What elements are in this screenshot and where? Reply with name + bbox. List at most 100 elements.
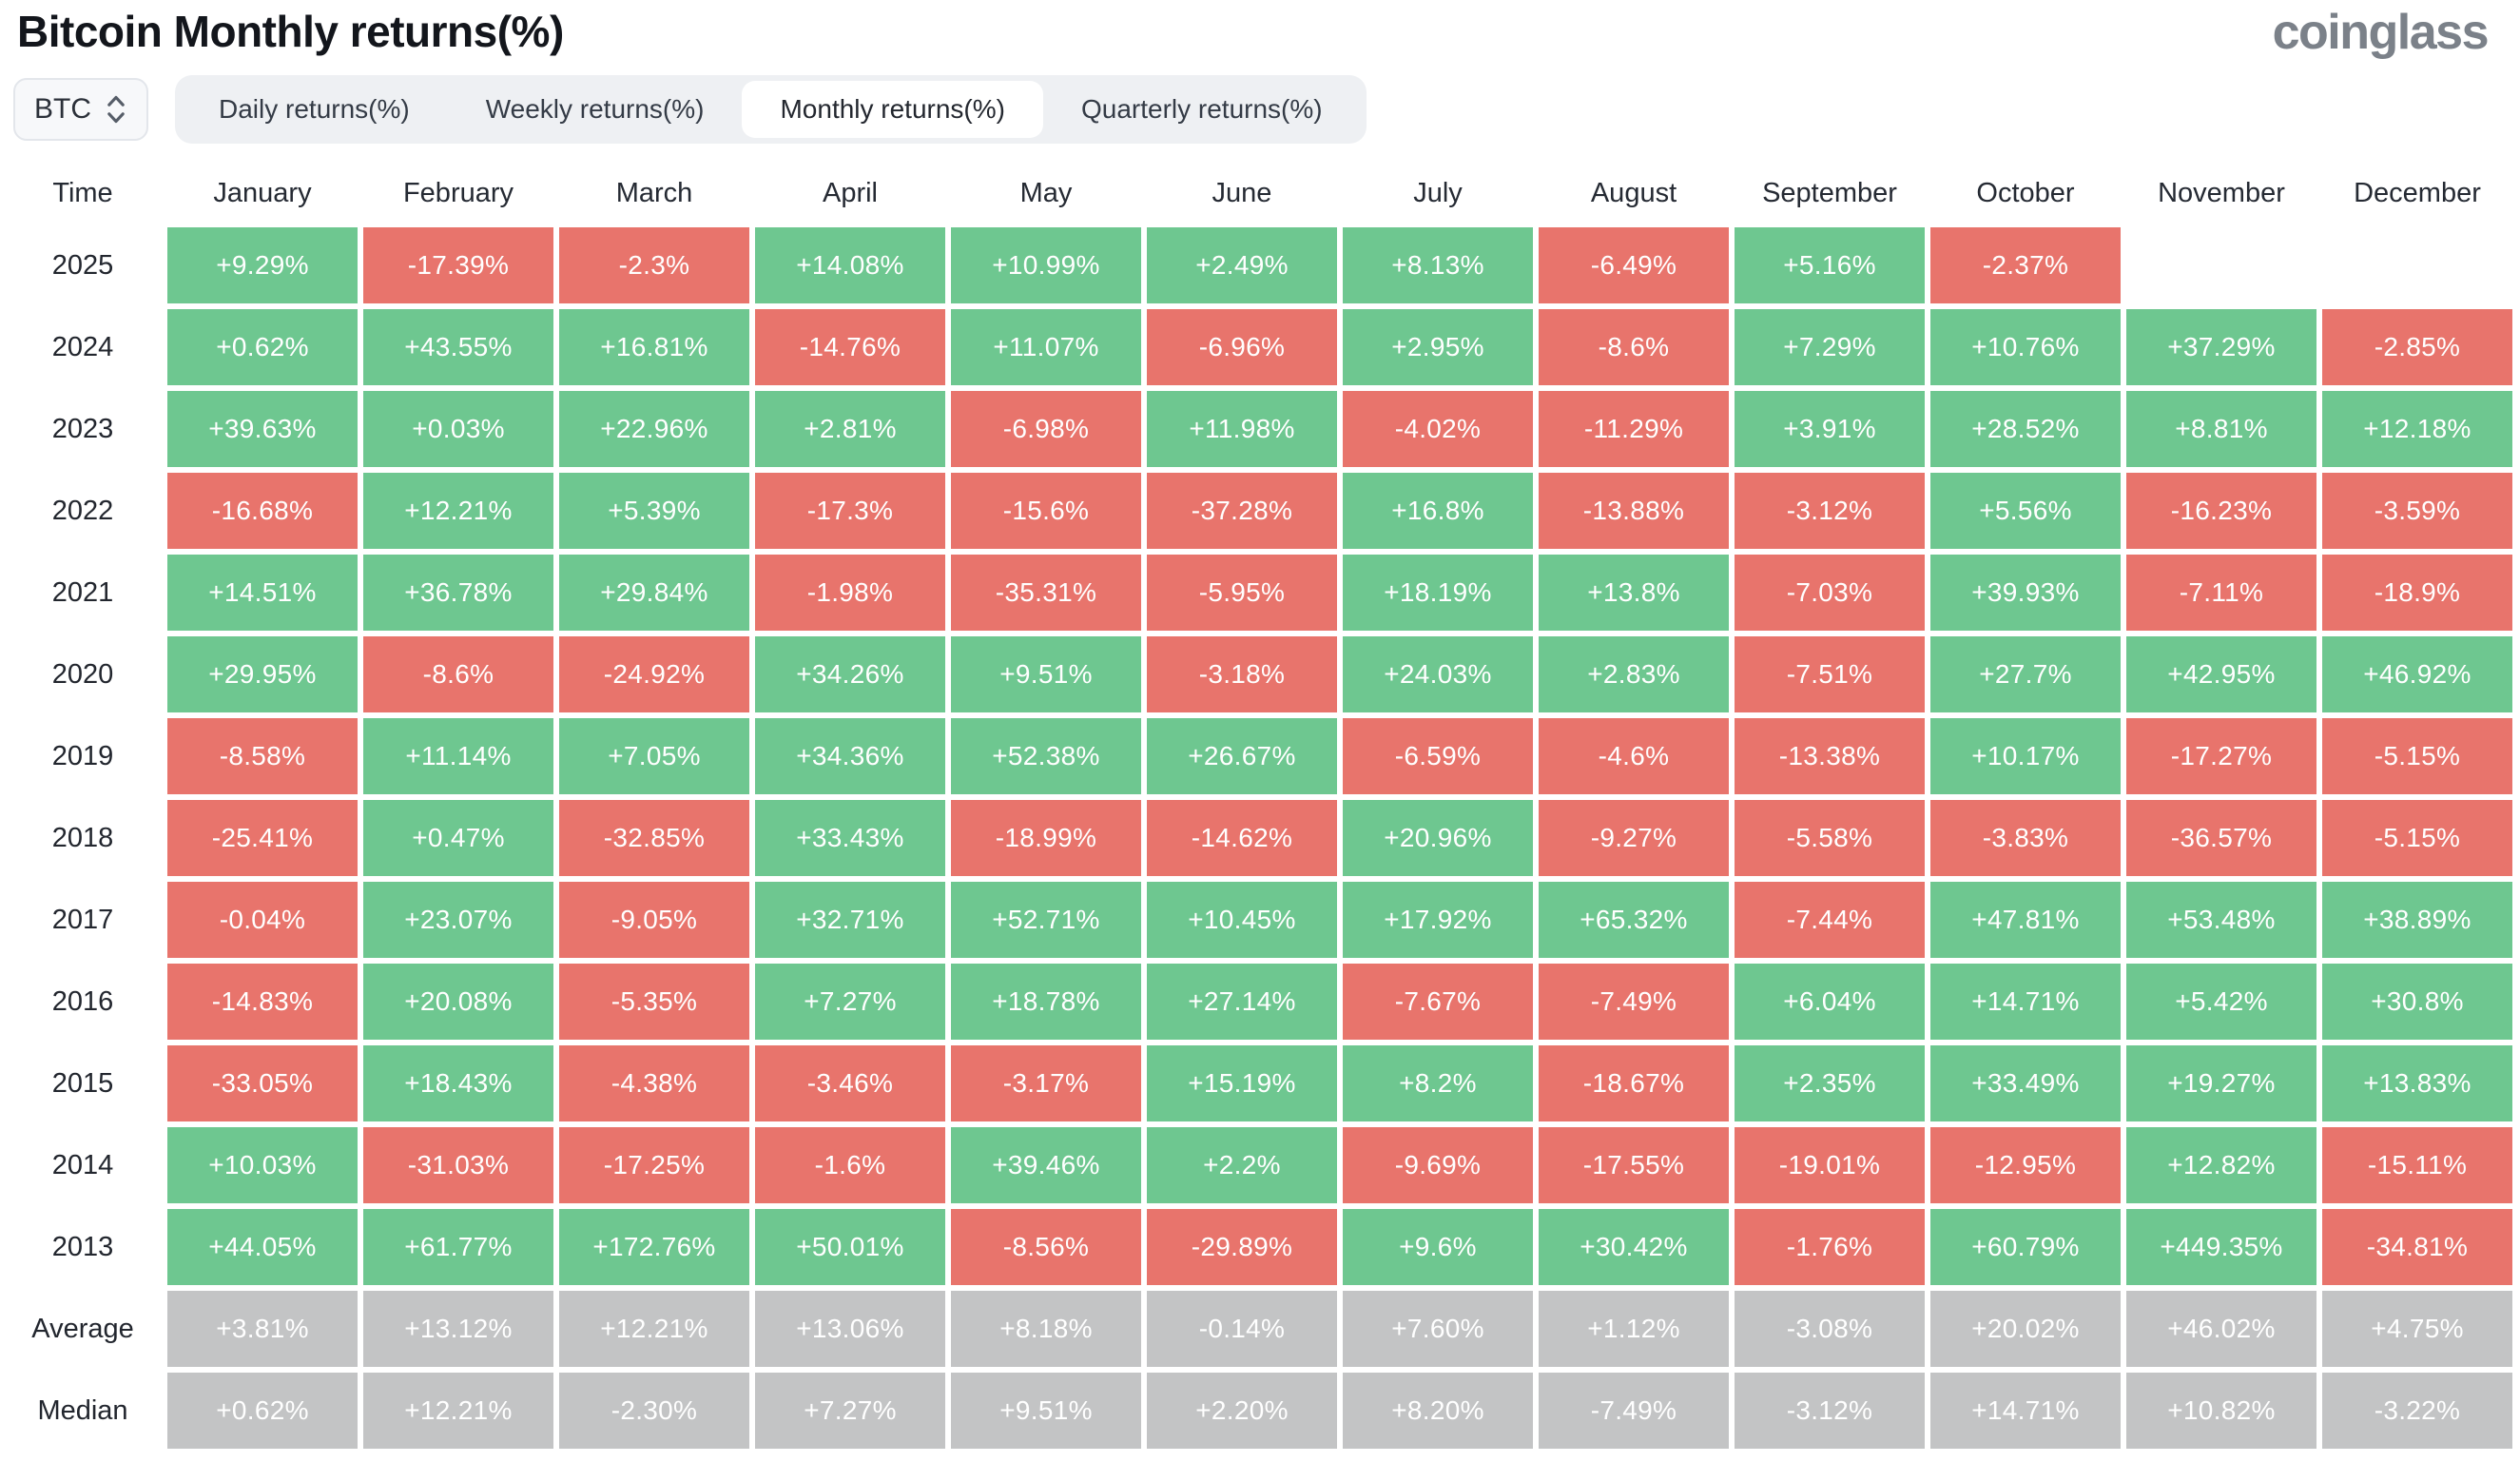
return-cell: -13.88% xyxy=(1539,473,1729,550)
return-cell: +12.82% xyxy=(2126,1127,2316,1204)
row-label: 2018 xyxy=(51,822,114,853)
return-cell: -0.14% xyxy=(1147,1291,1337,1368)
return-cell: -8.58% xyxy=(167,718,358,795)
return-cell: +9.51% xyxy=(951,636,1141,713)
row-label: Median xyxy=(37,1394,128,1426)
month-column-header: August xyxy=(1590,177,1677,208)
return-cell: -2.85% xyxy=(2322,309,2512,386)
return-cell: +22.96% xyxy=(559,391,749,468)
return-cell: +7.29% xyxy=(1735,309,1925,386)
return-cell: -9.27% xyxy=(1539,800,1729,877)
return-cell: +23.07% xyxy=(363,882,553,959)
return-cell: -7.49% xyxy=(1539,964,1729,1041)
return-cell: -6.98% xyxy=(951,391,1141,468)
return-cell: +27.14% xyxy=(1147,964,1337,1041)
page-title: Bitcoin Monthly returns(%) xyxy=(17,7,564,56)
return-cell: -12.95% xyxy=(1930,1127,2121,1204)
return-cell: +5.39% xyxy=(559,473,749,550)
return-cell: +15.19% xyxy=(1147,1045,1337,1122)
row-label: 2021 xyxy=(51,576,114,608)
return-cell: +34.26% xyxy=(755,636,945,713)
return-cell: -1.76% xyxy=(1735,1209,1925,1286)
return-cell: +8.13% xyxy=(1343,227,1533,304)
return-cell: +10.99% xyxy=(951,227,1141,304)
return-cell: -5.15% xyxy=(2322,800,2512,877)
return-cell: -35.31% xyxy=(951,555,1141,632)
return-cell: +46.92% xyxy=(2322,636,2512,713)
month-column-header: January xyxy=(213,177,312,208)
return-cell: +30.8% xyxy=(2322,964,2512,1041)
return-cell: -17.55% xyxy=(1539,1127,1729,1204)
return-cell: +7.05% xyxy=(559,718,749,795)
return-cell: +449.35% xyxy=(2126,1209,2316,1286)
return-cell: -6.59% xyxy=(1343,718,1533,795)
period-tab-group: Daily returns(%) Weekly returns(%) Monthly… xyxy=(175,75,1367,145)
return-cell: -8.56% xyxy=(951,1209,1141,1286)
return-cell: -11.29% xyxy=(1539,391,1729,468)
return-cell: +0.47% xyxy=(363,800,553,877)
tab-monthly-returns[interactable]: Monthly returns(%) xyxy=(742,81,1043,139)
return-cell: -17.27% xyxy=(2126,718,2316,795)
return-cell: -6.49% xyxy=(1539,227,1729,304)
return-cell: +6.04% xyxy=(1735,964,1925,1041)
return-cell: +172.76% xyxy=(559,1209,749,1286)
return-cell: +13.12% xyxy=(363,1291,553,1368)
month-column-header: October xyxy=(1976,177,2075,208)
tab-daily-returns[interactable]: Daily returns(%) xyxy=(181,81,448,138)
return-cell: +20.96% xyxy=(1343,800,1533,877)
month-column-header: November xyxy=(2158,177,2285,208)
row-label: 2024 xyxy=(51,331,114,362)
return-cell: +7.60% xyxy=(1343,1291,1533,1368)
return-cell: +14.71% xyxy=(1930,964,2121,1041)
return-cell: +10.17% xyxy=(1930,718,2121,795)
return-cell: +16.81% xyxy=(559,309,749,386)
return-cell: +52.71% xyxy=(951,882,1141,959)
return-cell: +13.06% xyxy=(755,1291,945,1368)
return-cell: +2.83% xyxy=(1539,636,1729,713)
return-cell: +39.46% xyxy=(951,1127,1141,1204)
return-cell: +18.19% xyxy=(1343,555,1533,632)
row-label: 2025 xyxy=(51,249,114,281)
tab-weekly-returns[interactable]: Weekly returns(%) xyxy=(448,81,743,138)
return-cell: +27.7% xyxy=(1930,636,2121,713)
return-cell: +30.42% xyxy=(1539,1209,1729,1286)
row-label: 2019 xyxy=(51,740,114,771)
return-cell: +33.43% xyxy=(755,800,945,877)
return-cell: +9.6% xyxy=(1343,1209,1533,1286)
row-label: 2022 xyxy=(51,495,114,526)
return-cell: +47.81% xyxy=(1930,882,2121,959)
return-cell: +65.32% xyxy=(1539,882,1729,959)
return-cell: +33.49% xyxy=(1930,1045,2121,1122)
return-cell: +20.02% xyxy=(1930,1291,2121,1368)
return-cell: +12.21% xyxy=(363,473,553,550)
return-cell: -16.68% xyxy=(167,473,358,550)
return-cell: +28.52% xyxy=(1930,391,2121,468)
return-cell: +50.01% xyxy=(755,1209,945,1286)
return-cell: -19.01% xyxy=(1735,1127,1925,1204)
return-cell: -3.12% xyxy=(1735,1373,1925,1450)
row-label: 2023 xyxy=(51,413,114,444)
return-cell: -4.02% xyxy=(1343,391,1533,468)
return-cell: -25.41% xyxy=(167,800,358,877)
return-cell: +14.71% xyxy=(1930,1373,2121,1450)
return-cell: +14.51% xyxy=(167,555,358,632)
return-cell: +5.16% xyxy=(1735,227,1925,304)
return-cell: -7.51% xyxy=(1735,636,1925,713)
return-cell: +5.56% xyxy=(1930,473,2121,550)
coin-selector[interactable]: BTC xyxy=(13,78,148,142)
return-cell: +34.36% xyxy=(755,718,945,795)
tab-quarterly-returns[interactable]: Quarterly returns(%) xyxy=(1043,81,1361,138)
row-label: 2013 xyxy=(51,1231,114,1262)
row-label: Average xyxy=(31,1313,134,1344)
month-column-header: September xyxy=(1762,177,1897,208)
return-cell: -2.30% xyxy=(559,1373,749,1450)
return-cell: -2.3% xyxy=(559,227,749,304)
return-cell: -0.04% xyxy=(167,882,358,959)
return-cell: -15.11% xyxy=(2322,1127,2512,1204)
return-cell: -13.38% xyxy=(1735,718,1925,795)
return-cell: +10.03% xyxy=(167,1127,358,1204)
return-cell: -8.6% xyxy=(1539,309,1729,386)
return-cell: -32.85% xyxy=(559,800,749,877)
return-cell: -5.15% xyxy=(2322,718,2512,795)
row-label: 2016 xyxy=(51,985,114,1017)
